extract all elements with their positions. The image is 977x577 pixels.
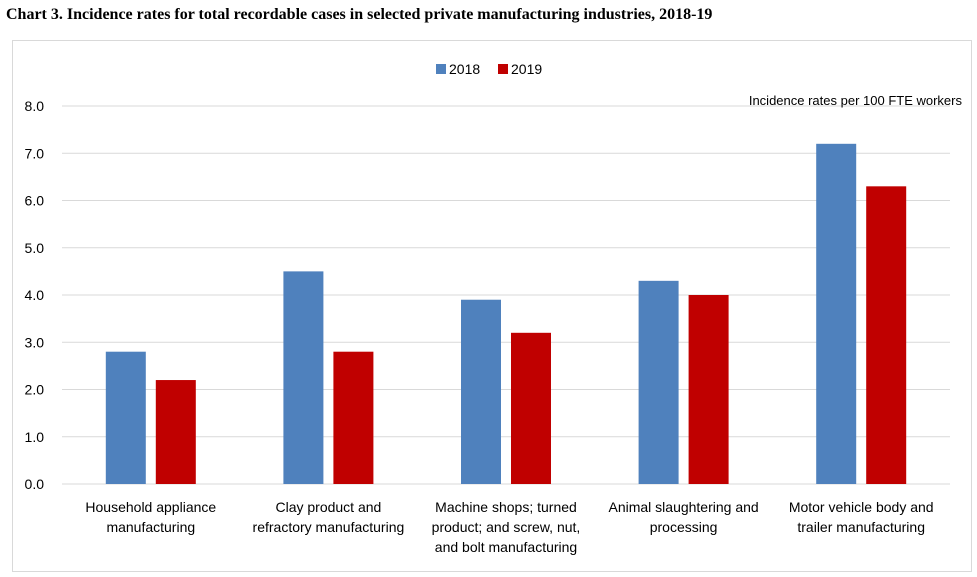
- bar-2019: [511, 332, 551, 484]
- y-tick-label: 5.0: [25, 240, 45, 256]
- y-tick-label: 7.0: [25, 145, 45, 161]
- bar-2018: [638, 280, 679, 484]
- x-tick-label: Motor vehicle body and: [789, 499, 934, 515]
- bar-2018: [461, 299, 501, 484]
- legend-label: 2019: [511, 61, 542, 77]
- bar-2019: [866, 186, 907, 484]
- annotation: Incidence rates per 100 FTE workers: [749, 93, 963, 108]
- x-tick-label: Clay product and: [275, 499, 381, 515]
- x-tick-label: Machine shops; turned: [435, 499, 577, 515]
- y-tick-label: 4.0: [25, 287, 45, 303]
- y-tick-label: 0.0: [25, 476, 45, 492]
- x-tick-label: trailer manufacturing: [797, 519, 925, 535]
- bar-2019: [155, 380, 196, 484]
- x-tick-label: manufacturing: [106, 519, 195, 535]
- legend-swatch-2019: [498, 64, 508, 74]
- bar-2018: [816, 143, 857, 485]
- y-tick-label: 3.0: [25, 334, 45, 350]
- bar-2018: [283, 271, 324, 484]
- bar-2019: [333, 351, 374, 484]
- legend-swatch-2018: [436, 64, 446, 74]
- x-tick-label: and bolt manufacturing: [435, 539, 577, 555]
- bar-2019: [688, 295, 729, 484]
- x-tick-label: Household appliance: [85, 499, 216, 515]
- x-tick-label: processing: [650, 519, 718, 535]
- y-tick-label: 6.0: [25, 193, 45, 209]
- y-tick-label: 8.0: [25, 98, 45, 114]
- x-tick-label: product; and screw, nut,: [432, 519, 581, 535]
- x-tick-label: refractory manufacturing: [253, 519, 405, 535]
- chart-title: Chart 3. Incidence rates for total recor…: [6, 6, 713, 23]
- x-tick-label: Animal slaughtering and: [608, 499, 758, 515]
- legend-label: 2018: [449, 61, 480, 77]
- y-tick-label: 2.0: [25, 382, 45, 398]
- chart-frame: [12, 40, 972, 572]
- bar-2018: [105, 351, 146, 484]
- y-tick-label: 1.0: [25, 429, 45, 445]
